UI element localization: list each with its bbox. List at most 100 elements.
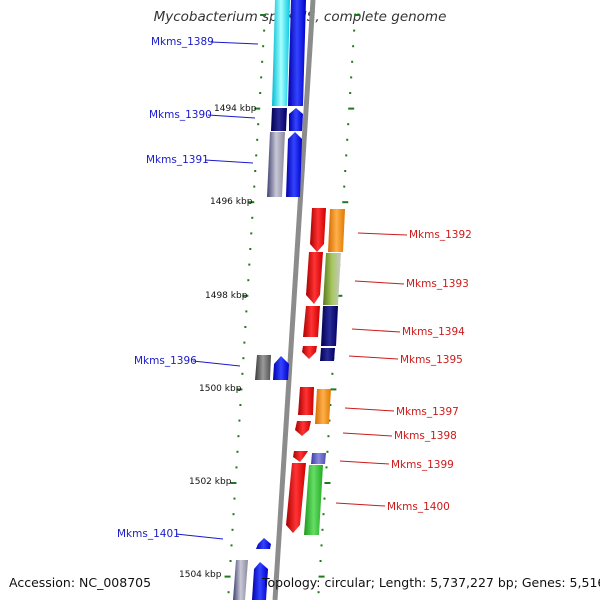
gene-mkms-1393-b[interactable]	[323, 253, 341, 305]
minor-tick	[346, 138, 349, 141]
gene-mkms-1394-a[interactable]	[303, 306, 320, 337]
gene-mkms-1399-b[interactable]	[311, 453, 326, 464]
gene-mkms-1390-b[interactable]	[289, 108, 303, 131]
gene-mkms-1401-c[interactable]	[252, 562, 268, 600]
topology-text: Topology: circular; Length: 5,737,227 bp…	[262, 575, 600, 590]
major-tick	[254, 107, 261, 110]
minor-tick	[353, 29, 356, 32]
gene-mkms-1396-a[interactable]	[255, 355, 271, 380]
leader-mkms-1391	[204, 159, 254, 164]
gene-mkms-1389-b[interactable]	[288, 0, 306, 106]
gene-mkms-1396-b[interactable]	[273, 356, 289, 380]
gene-label-mkms-1394[interactable]: Mkms_1394	[402, 326, 465, 338]
minor-tick	[349, 92, 352, 94]
minor-tick	[329, 404, 332, 406]
gene-label-mkms-1396[interactable]: Mkms_1396	[134, 355, 197, 367]
leader-mkms-1399	[339, 460, 390, 465]
minor-tick	[350, 76, 353, 79]
gene-mkms-1394-b[interactable]	[321, 306, 338, 346]
leader-mkms-1393	[354, 280, 405, 285]
left-scale-track	[224, 14, 267, 594]
minor-tick	[250, 232, 253, 235]
gene-mkms-1400-a[interactable]	[286, 463, 306, 533]
gene-label-mkms-1395[interactable]: Mkms_1395	[400, 354, 463, 366]
gene-mkms-1391-b[interactable]	[286, 132, 302, 197]
minor-tick	[343, 185, 346, 188]
minor-tick	[331, 372, 334, 375]
minor-tick	[229, 560, 232, 562]
minor-tick	[326, 450, 329, 453]
minor-tick	[323, 497, 326, 500]
gene-mkms-1401-b[interactable]	[233, 560, 248, 600]
gene-mkms-1391-a[interactable]	[267, 132, 285, 197]
gene-mkms-1401-a[interactable]	[256, 538, 271, 549]
gene-label-mkms-1393[interactable]: Mkms_1393	[406, 278, 469, 290]
scale-label-1496: 1496 kbp	[210, 197, 253, 207]
minor-tick	[319, 560, 322, 562]
gene-label-mkms-1397[interactable]: Mkms_1397	[396, 406, 459, 418]
minor-tick	[245, 310, 248, 313]
gene-mkms-1392-a[interactable]	[310, 208, 326, 252]
minor-tick	[263, 29, 266, 32]
minor-tick	[325, 466, 328, 469]
gene-label-mkms-1401[interactable]: Mkms_1401	[117, 528, 180, 540]
scale-label-1494: 1494 kbp	[214, 104, 257, 114]
gene-label-mkms-1392[interactable]: Mkms_1392	[409, 229, 472, 241]
minor-tick	[230, 544, 233, 547]
leader-mkms-1401	[175, 533, 224, 540]
scale-label-1502: 1502 kbp	[189, 477, 232, 487]
gene-mkms-1392-b[interactable]	[328, 209, 345, 252]
genome-backbone	[272, 0, 316, 600]
scale-label-1500: 1500 kbp	[199, 384, 242, 394]
minor-tick	[236, 450, 239, 453]
leader-mkms-1389	[210, 41, 259, 45]
gene-mkms-1395-a[interactable]	[302, 346, 317, 359]
gene-mkms-1397-a[interactable]	[298, 387, 314, 415]
gene-mkms-1395-b[interactable]	[320, 348, 335, 361]
gene-mkms-1393-a[interactable]	[306, 252, 323, 304]
gene-label-mkms-1399[interactable]: Mkms_1399	[391, 459, 454, 471]
gene-label-mkms-1398[interactable]: Mkms_1398	[394, 430, 457, 442]
gene-mkms-1397-b[interactable]	[315, 389, 331, 424]
minor-tick	[261, 60, 264, 63]
minor-tick	[232, 513, 235, 516]
gene-mkms-1390-a[interactable]	[271, 108, 287, 131]
minor-tick	[352, 45, 355, 48]
major-tick	[230, 482, 237, 484]
accession-text: Accession: NC_008705	[9, 575, 152, 590]
minor-tick	[253, 185, 256, 188]
major-tick	[330, 388, 337, 391]
gene-label-mkms-1400[interactable]: Mkms_1400	[387, 501, 450, 513]
major-tick	[242, 294, 249, 297]
minor-tick	[345, 154, 348, 157]
minor-tick	[262, 45, 265, 48]
leader-mkms-1400	[335, 502, 386, 507]
gene-mkms-1398-shape[interactable]	[295, 421, 311, 436]
major-tick	[224, 575, 231, 578]
reverse-gene-labels: Mkms_1392 Mkms_1393 Mkms_1394 Mkms_1395 …	[387, 229, 472, 513]
leader-mkms-1396	[192, 360, 241, 367]
minor-tick	[249, 248, 252, 250]
major-tick	[336, 294, 343, 297]
minor-tick	[328, 419, 331, 422]
leader-mkms-1395	[348, 355, 399, 360]
gene-label-mkms-1391[interactable]: Mkms_1391	[146, 154, 209, 166]
minor-tick	[251, 216, 254, 219]
minor-tick	[244, 326, 247, 328]
gene-label-mkms-1390[interactable]: Mkms_1390	[149, 109, 212, 121]
minor-tick	[327, 435, 330, 438]
scale-labels: 1494 kbp 1496 kbp 1498 kbp 1500 kbp 1502…	[179, 104, 257, 580]
minor-tick	[247, 279, 250, 282]
gene-mkms-1399-a[interactable]	[293, 451, 308, 462]
gene-mkms-1389-a[interactable]	[272, 0, 290, 106]
minor-tick	[254, 170, 257, 172]
minor-tick	[237, 435, 240, 438]
minor-tick	[242, 357, 245, 360]
gene-mkms-1400-b[interactable]	[304, 465, 323, 535]
minor-tick	[260, 76, 263, 79]
major-tick	[248, 201, 255, 204]
minor-tick	[256, 138, 259, 141]
gene-label-mkms-1389[interactable]: Mkms_1389	[151, 36, 214, 48]
minor-tick	[257, 123, 260, 126]
